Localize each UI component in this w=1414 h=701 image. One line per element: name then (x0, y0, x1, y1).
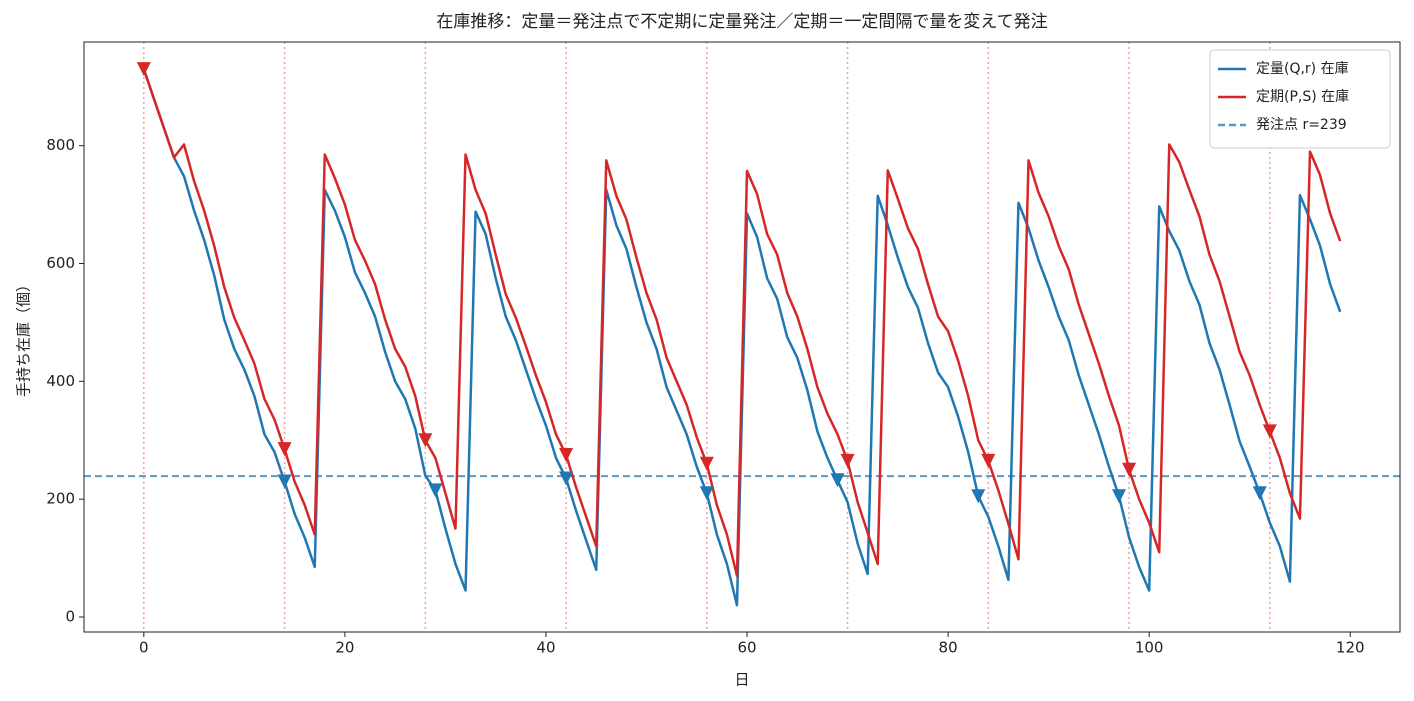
x-axis-label: 日 (734, 671, 749, 689)
legend-label: 定量(Q,r) 在庫 (1256, 60, 1349, 77)
order-marker (1112, 489, 1127, 504)
legend-box (1209, 49, 1391, 149)
legend-label: 定期(P,S) 在庫 (1256, 88, 1349, 105)
order-marker (840, 453, 855, 468)
order-marker (1252, 486, 1267, 501)
legend-label: 発注点 r=239 (1256, 117, 1347, 133)
order-marker (699, 486, 714, 501)
order-marker (277, 442, 292, 457)
x-tick-label: 60 (737, 639, 756, 657)
series-line (142, 68, 1342, 577)
order-marker (559, 471, 574, 486)
order-marker (418, 433, 433, 448)
x-tick-label: 120 (1336, 639, 1365, 657)
order-marker (699, 456, 714, 471)
x-tick-label: 20 (335, 639, 354, 657)
x-tick-label: 40 (536, 639, 555, 657)
order-marker (277, 474, 292, 489)
order-marker (1262, 424, 1277, 439)
order-marker (981, 453, 996, 468)
order-marker (830, 473, 845, 488)
x-tick-label: 80 (939, 639, 958, 657)
y-tick-label: 0 (65, 607, 75, 625)
order-marker (428, 483, 443, 498)
order-marker (1122, 462, 1137, 477)
order-marker (559, 447, 574, 462)
y-tick-label: 200 (46, 490, 75, 508)
plot-frame (83, 41, 1401, 633)
x-tick-label: 0 (139, 639, 149, 657)
y-tick-label: 800 (46, 136, 75, 154)
order-marker (971, 489, 986, 504)
x-tick-label: 100 (1135, 639, 1164, 657)
y-tick-label: 600 (46, 254, 75, 272)
y-axis-label: 手持ち在庫（個） (15, 277, 33, 397)
order-marker (136, 62, 151, 77)
chart-title: 在庫推移：定量＝発注点で不定期に定量発注／定期＝一定間隔で量を変えて発注 (436, 12, 1047, 32)
y-tick-label: 400 (46, 372, 75, 390)
